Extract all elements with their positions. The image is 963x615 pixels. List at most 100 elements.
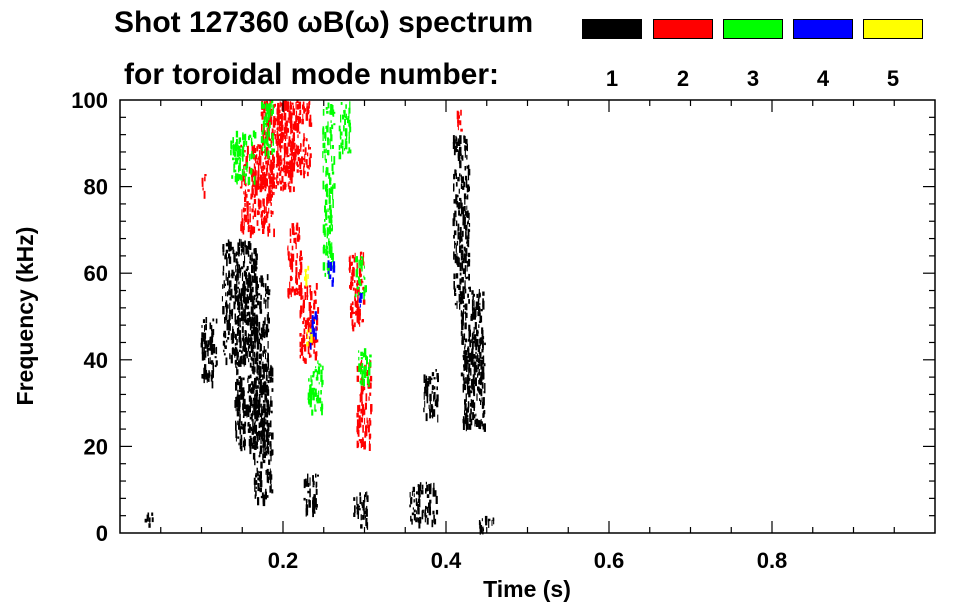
spectrum-mark-mode-1 [237,402,240,405]
spectrum-mark-mode-1 [239,401,241,408]
spectrum-mark-mode-1 [459,135,462,144]
spectrum-mark-mode-2 [296,169,299,173]
spectrum-mark-mode-1 [470,399,472,405]
spectrum-mark-mode-1 [462,257,465,264]
spectrum-mark-mode-2 [302,139,305,147]
spectrum-mark-mode-2 [279,180,283,185]
spectrum-mark-mode-1 [366,495,369,502]
spectrum-mark-mode-3 [324,230,326,237]
spectrum-mark-mode-3 [261,130,264,135]
spectrum-mark-mode-2 [289,105,291,113]
spectrum-mark-mode-2 [254,171,257,175]
spectrum-mark-mode-1 [262,323,265,331]
spectrum-mark-mode-3 [271,100,273,108]
spectrum-mark-mode-1 [483,391,486,394]
spectrum-mark-mode-2 [268,207,270,214]
spectrum-mark-mode-2 [298,284,301,291]
spectrum-mark-mode-1 [211,325,213,331]
spectrum-mark-mode-2 [289,275,292,282]
spectrum-mark-mode-2 [258,201,261,210]
spectrum-mark-mode-1 [255,472,257,478]
spectrum-mark-mode-1 [460,319,463,324]
spectrum-mark-mode-1 [461,236,463,241]
spectrum-mark-mode-1 [230,354,233,364]
spectrum-mark-mode-1 [266,286,269,294]
spectrum-mark-mode-1 [254,341,256,349]
spectrum-mark-mode-5 [305,270,307,277]
spectrum-mark-mode-3 [233,152,237,157]
spectrum-mark-mode-1 [466,210,469,218]
spectrum-mark-mode-1 [249,435,252,438]
spectrum-mark-mode-2 [259,200,262,208]
spectrum-mark-mode-3 [269,144,271,149]
spectrum-mark-mode-1 [453,173,455,180]
spectrum-mark-mode-1 [430,405,434,413]
spectrum-mark-mode-1 [253,366,256,373]
spectrum-mark-mode-3 [364,369,367,379]
spectrum-mark-mode-1 [457,284,461,287]
spectrum-mark-mode-1 [266,328,270,333]
spectrum-mark-mode-1 [463,135,466,143]
spectrum-mark-mode-1 [266,296,270,300]
spectrum-mark-mode-1 [232,332,234,336]
spectrum-mark-mode-2 [252,203,254,209]
spectrum-mark-mode-2 [352,266,355,271]
spectrum-mark-mode-1 [210,374,214,379]
spectrum-mark-mode-2 [300,347,303,356]
spectrum-mark-mode-2 [252,180,255,187]
spectrum-mark-mode-1 [203,375,205,384]
spectrum-mark-mode-1 [426,392,428,397]
spectrum-mark-mode-1 [245,268,248,272]
spectrum-mark-mode-1 [248,358,250,363]
spectrum-mark-mode-1 [461,297,463,304]
spectrum-mark-mode-2 [261,165,264,169]
spectrum-mark-mode-1 [239,340,242,344]
spectrum-mark-mode-2 [369,392,372,396]
spectrum-mark-mode-1 [473,334,476,341]
spectrum-mark-mode-1 [265,335,268,338]
spectrum-mark-mode-1 [259,333,263,340]
spectrum-mark-mode-1 [242,261,245,268]
spectrum-mark-mode-1 [252,279,255,283]
spectrum-mark-mode-1 [473,404,475,411]
spectrum-mark-mode-2 [294,237,297,244]
spectrum-mark-mode-1 [478,420,481,429]
spectrum-mark-mode-1 [425,506,428,509]
spectrum-mark-mode-2 [359,399,362,403]
spectrum-mark-mode-1 [254,420,256,424]
spectrum-mark-mode-1 [240,350,243,354]
spectrum-mark-mode-1 [259,277,261,283]
spectrum-mark-mode-2 [270,194,272,198]
spectrum-mark-mode-2 [283,134,285,140]
spectrum-mark-mode-3 [330,145,332,150]
spectrum-mark-mode-1 [240,393,243,400]
spectrum-mark-mode-2 [303,163,305,168]
spectrum-mark-mode-3 [327,267,330,274]
spectrum-mark-mode-1 [258,474,261,481]
spectrum-mark-mode-1 [241,266,244,270]
spectrum-mark-mode-2 [359,439,362,444]
spectrum-mark-mode-1 [409,492,411,498]
spectrum-mark-mode-1 [479,340,481,349]
spectrum-mark-mode-1 [240,295,242,303]
spectrum-mark-mode-1 [306,510,309,516]
spectrum-mark-mode-3 [326,246,328,250]
spectrum-mark-mode-2 [272,132,275,136]
spectrum-mark-mode-2 [277,181,279,186]
spectrum-mark-mode-3 [344,115,347,119]
spectrum-mark-mode-1 [428,376,430,382]
spectrum-mark-mode-2 [279,114,283,120]
spectrum-mark-mode-1 [314,511,316,514]
spectrum-mark-mode-1 [248,345,250,352]
spectrum-mark-mode-2 [266,169,268,173]
spectrum-mark-mode-1 [483,410,486,415]
spectrum-mark-mode-3 [267,150,270,159]
spectrum-mark-mode-2 [276,112,279,115]
spectrum-mark-mode-2 [308,352,311,358]
spectrum-mark-mode-1 [237,273,239,281]
spectrum-mark-mode-2 [349,285,351,289]
spectrum-mark-mode-2 [251,174,253,182]
spectrum-mark-mode-2 [271,189,273,193]
spectrum-mark-mode-1 [212,362,214,370]
spectrum-mark-mode-3 [325,216,327,220]
